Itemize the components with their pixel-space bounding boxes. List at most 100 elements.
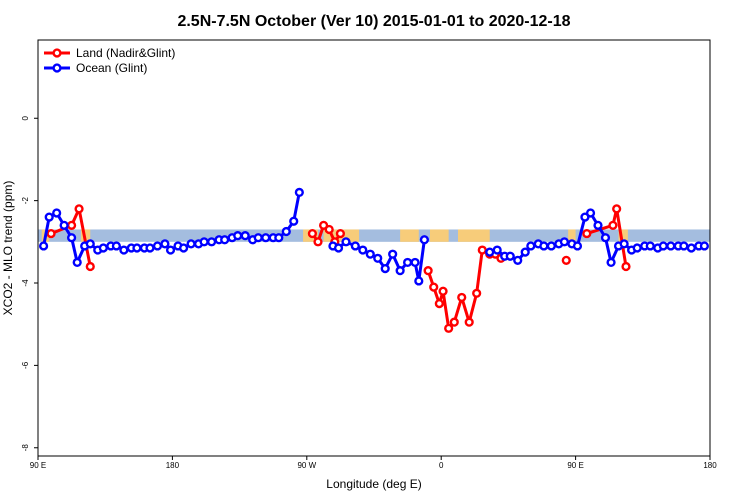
series-1-point-2-30 [686, 243, 696, 253]
series-1-point-0-36 [281, 226, 291, 237]
series-0-point-4-1 [608, 220, 618, 230]
series-1-point-2-16 [593, 220, 603, 230]
legend: Land (Nadir&Glint)Ocean (Glint) [44, 46, 175, 75]
series-1-point-1-1 [333, 243, 344, 253]
series-1-point-1-4 [358, 245, 368, 255]
series-1-point-1-9 [395, 266, 405, 276]
series-0-point-4-2 [612, 204, 622, 214]
series-0-point-2-3 [438, 286, 448, 296]
series-1 [38, 187, 710, 286]
series-0-point-2-6 [457, 292, 467, 303]
series-0-point-1-0 [307, 228, 318, 239]
orange-region-6 [458, 229, 490, 242]
series-1-point-0-11 [111, 241, 122, 251]
series-0-point-4-3 [621, 261, 631, 272]
series-1-point-0-17 [152, 241, 163, 251]
series-0-point-3-0 [561, 255, 571, 265]
series-1-point-2-5 [520, 247, 530, 257]
chart-title: 2.5N-7.5N October (Ver 10) 2015-01-01 to… [177, 13, 570, 30]
series-1-point-2-22 [632, 243, 642, 253]
orange-region-5 [430, 229, 449, 242]
series-1-point-2-32 [699, 241, 710, 251]
y-tick-label-3: -6 [21, 361, 30, 369]
series-0-point-4-0 [582, 228, 592, 239]
series-1-point-1-5 [365, 249, 375, 259]
series-0-point-2-1 [429, 282, 439, 292]
series-1-point-0-3 [59, 220, 69, 230]
x-tick-label-2: 90 W [297, 461, 316, 470]
series-1-point-2-0 [485, 247, 495, 257]
series-0-point-0-3 [85, 261, 95, 272]
series-1-point-0-5 [72, 257, 82, 268]
series-1-point-1-2 [341, 237, 351, 247]
series-1-point-0-9 [98, 243, 108, 253]
series-1-point-2-13 [572, 241, 583, 251]
series-1-point-0-37 [289, 216, 299, 226]
series-1-point-1-3 [350, 241, 360, 251]
x-tick-label-5: 180 [703, 461, 717, 470]
y-tick-label-0: 0 [21, 115, 30, 120]
series-1-point-1-13 [419, 235, 430, 245]
legend-marker-1 [52, 63, 62, 73]
orange-region-7 [568, 229, 576, 242]
series-layer [38, 187, 710, 333]
series-1-point-0-14 [132, 243, 142, 253]
series-0-point-2-4 [444, 323, 454, 333]
x-tick-label-0: 90 E [30, 461, 46, 470]
series-1-point-0-33 [261, 233, 271, 243]
series-1-point-2-29 [679, 241, 689, 251]
series-0-point-2-5 [449, 317, 459, 327]
series-1-point-0-19 [165, 245, 176, 255]
series-1-point-0-12 [119, 245, 129, 255]
series-1-point-1-11 [410, 257, 420, 268]
series-1-point-0-1 [44, 212, 54, 222]
series-1-point-0-7 [85, 239, 95, 249]
series-1-point-0-27 [220, 235, 230, 245]
series-1-point-1-7 [380, 263, 390, 274]
series-1-point-1-8 [388, 249, 398, 259]
series-1-point-0-16 [145, 243, 155, 253]
legend-label-0: Land (Nadir&Glint) [76, 46, 175, 60]
series-1-point-2-8 [539, 241, 549, 251]
plot-area [37, 39, 711, 457]
series-1-point-0-18 [160, 239, 170, 249]
series-0-point-2-7 [464, 317, 474, 327]
series-1-point-2-9 [546, 241, 556, 251]
series-1-point-2-26 [658, 241, 668, 251]
series-0-point-0-0 [46, 228, 56, 239]
x-tick-label-1: 180 [166, 461, 180, 470]
series-0-line-0 [50, 207, 92, 267]
y-axis-label: XCO2 - MLO trend (ppm) [1, 181, 15, 316]
series-1-point-0-0 [38, 241, 49, 251]
series-1-point-2-18 [606, 257, 616, 268]
legend-marker-0 [52, 48, 62, 58]
series-1-point-1-6 [373, 253, 383, 263]
series-0-point-2-8 [472, 288, 482, 298]
series-0-point-1-1 [313, 237, 323, 247]
series-1-point-0-4 [66, 233, 77, 243]
series-1-point-1-10 [403, 257, 413, 268]
y-tick-label-4: -8 [21, 444, 30, 452]
series-1-point-1-12 [414, 276, 424, 286]
x-axis-label: Longitude (deg E) [326, 477, 421, 491]
series-0-point-2-0 [423, 266, 433, 276]
series-1-point-0-2 [52, 208, 62, 218]
series-1-point-0-35 [274, 233, 284, 243]
series-1-point-2-11 [559, 237, 570, 247]
series-1-point-0-38 [294, 187, 304, 197]
series-1-point-0-32 [253, 233, 263, 243]
series-1-point-0-29 [233, 231, 243, 241]
series-1-point-0-30 [240, 231, 250, 241]
series-1-point-2-15 [585, 208, 596, 218]
series-0-point-1-3 [324, 224, 334, 235]
series-1-point-2-6 [526, 241, 536, 251]
y-tick-label-2: -4 [21, 279, 30, 287]
series-1-point-0-25 [207, 237, 217, 247]
series-0-point-2-2 [434, 299, 444, 309]
series-0-point-2-9 [477, 245, 487, 255]
series-1-point-0-21 [179, 243, 189, 253]
legend-label-1: Ocean (Glint) [76, 61, 147, 75]
series-1-point-0-22 [186, 239, 196, 249]
plot-frame [37, 39, 711, 457]
